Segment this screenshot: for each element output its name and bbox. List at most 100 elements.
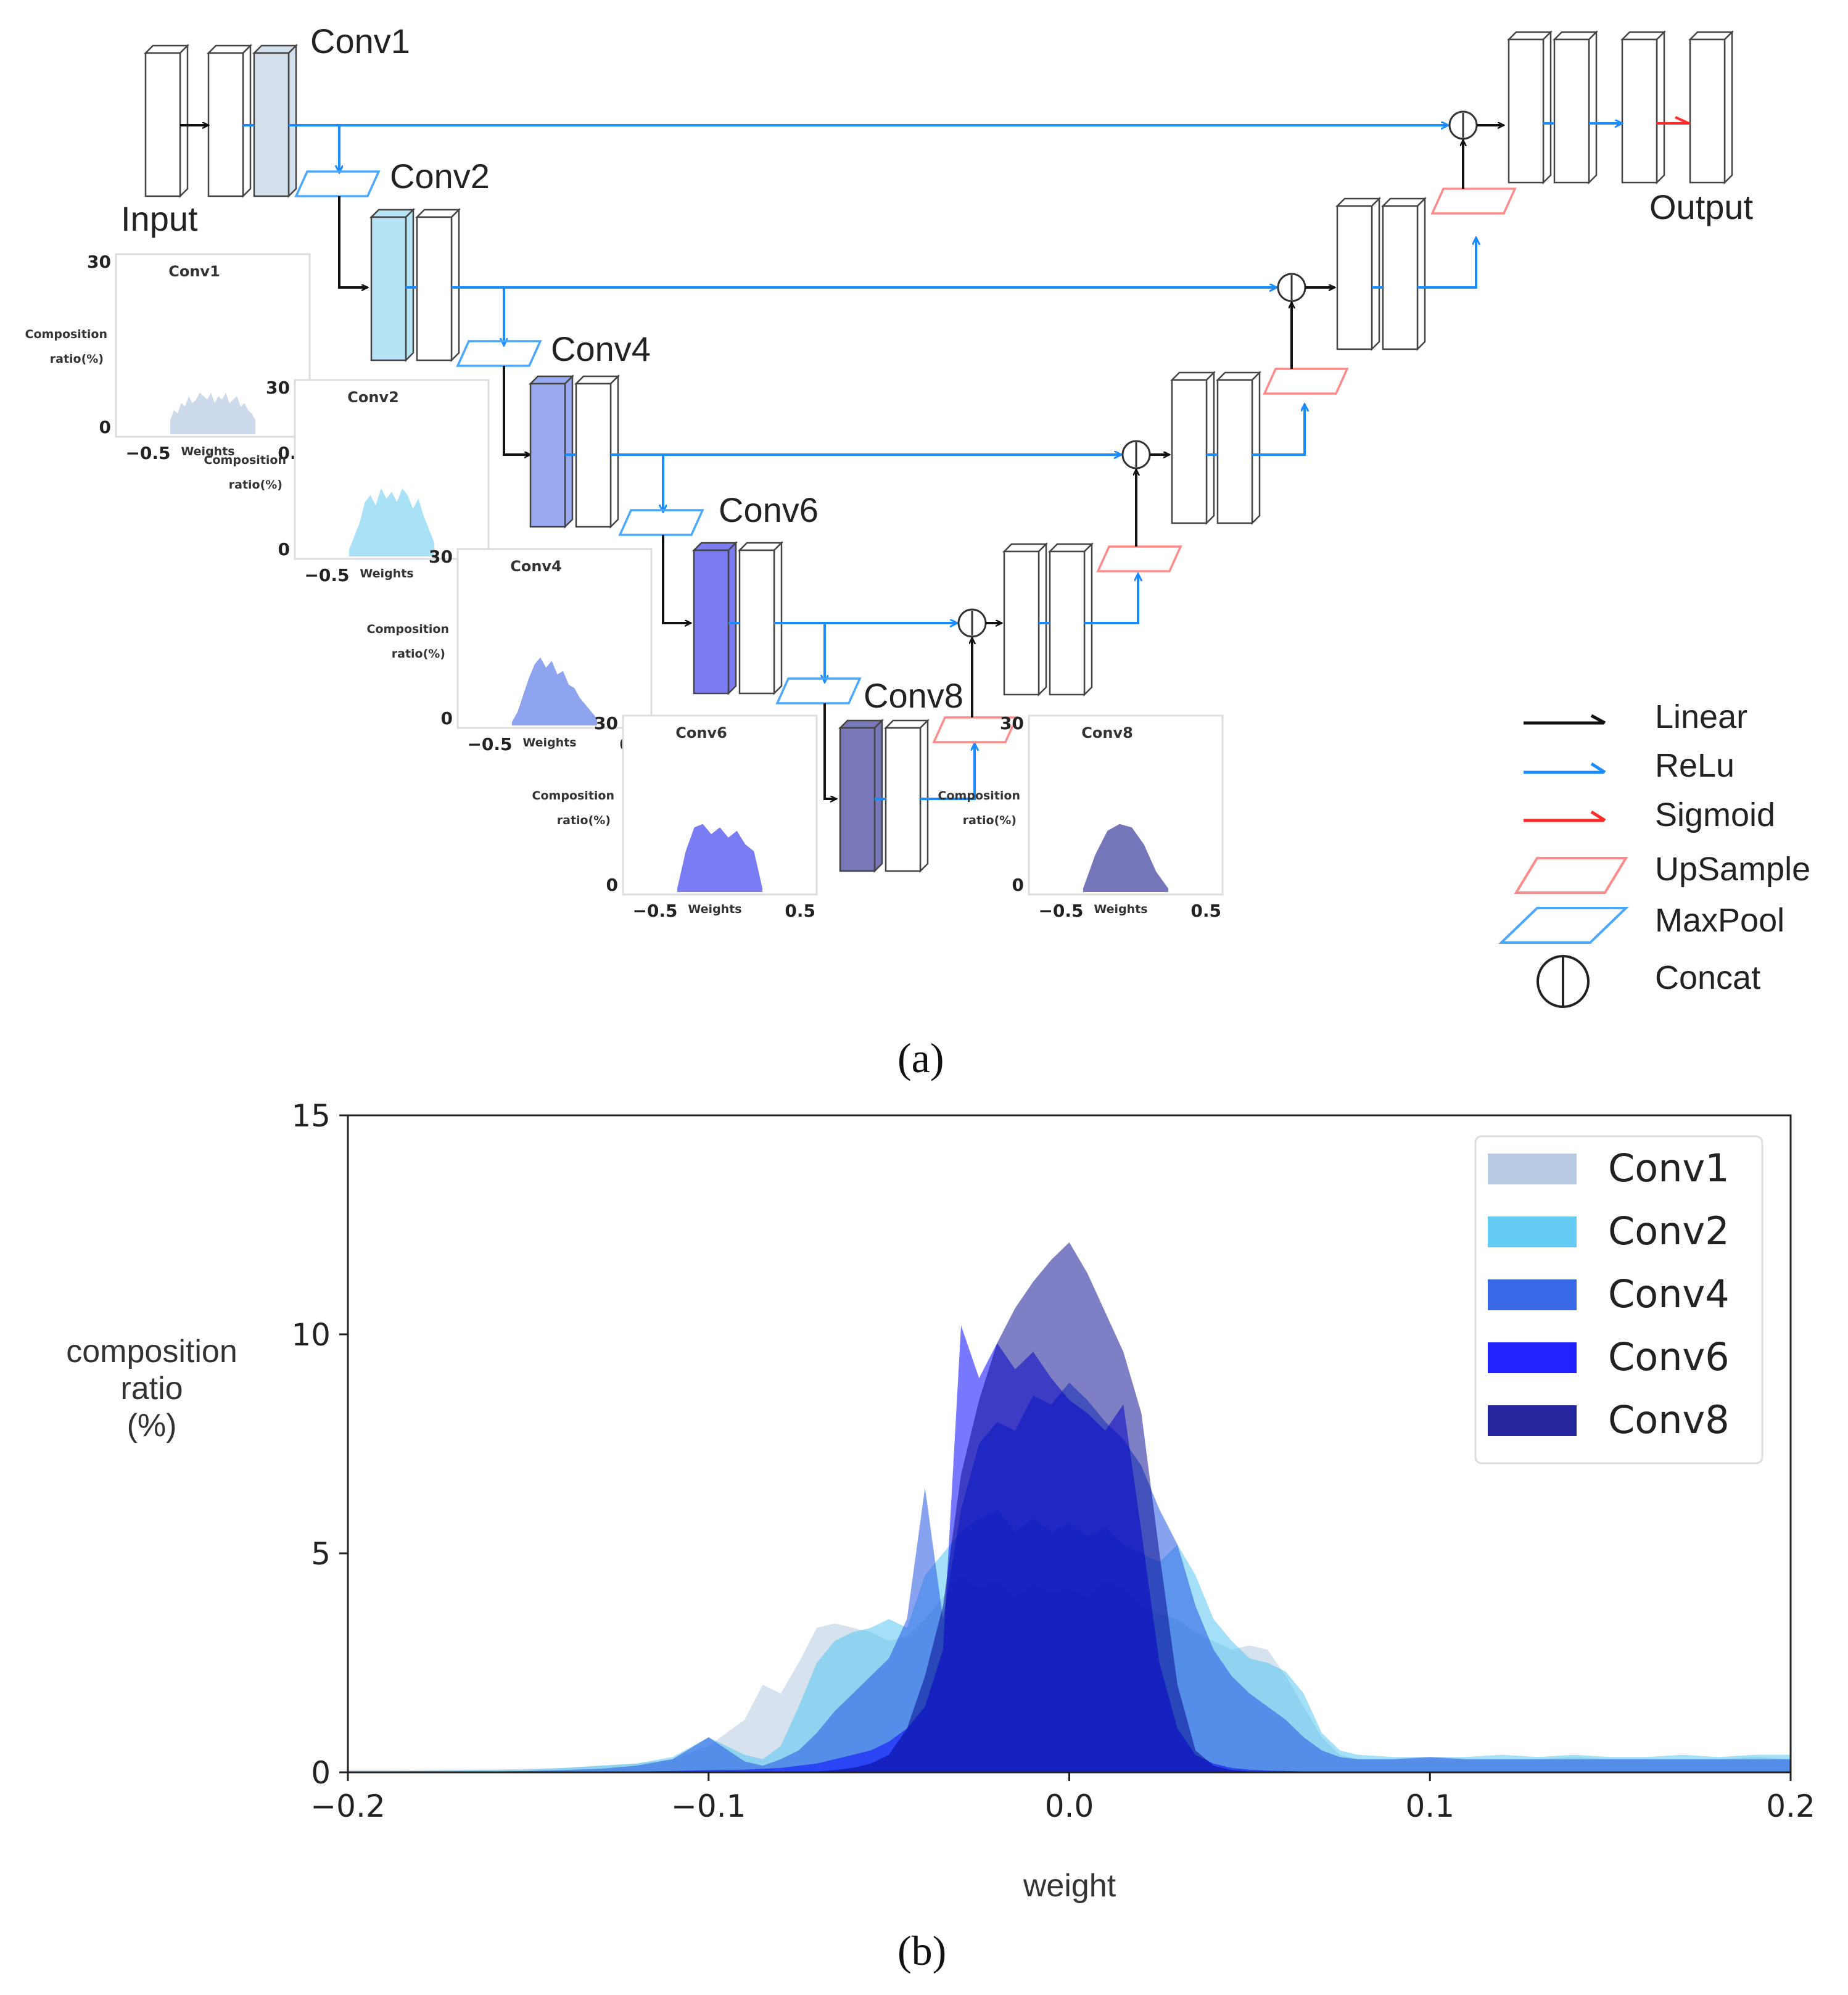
y-tick-label: 15 (291, 1098, 331, 1134)
caption-b: (b) (897, 1927, 946, 1974)
y-tick-label: 0 (311, 1755, 331, 1791)
upsample-1 (932, 716, 1018, 743)
relu-to-upsample-2 (1084, 574, 1138, 624)
sigmoid-arrow-icon (1524, 810, 1606, 822)
upsample-2 (1096, 545, 1182, 572)
linear-arrow-conv8 (823, 703, 836, 799)
inset-ylabel-line1: Composition (938, 789, 1020, 803)
legend-label-conv4: Conv4 (1608, 1271, 1730, 1316)
x-tick-label: −0.2 (310, 1788, 385, 1824)
inset-histogram-conv4 (511, 657, 598, 725)
inset-ylabel-line2: ratio(%) (557, 814, 611, 827)
inset-ylabel-line1: Composition (532, 789, 614, 803)
legend-swatch-conv2 (1488, 1216, 1577, 1247)
diagram-legend: Linear ReLu Sigmoid UpSample MaxPool Con… (1498, 698, 1810, 1008)
conv8-label: Conv8 (864, 676, 963, 715)
output-label: Output (1649, 188, 1754, 226)
concat-level4 (957, 608, 987, 638)
decoder-3-block-2 (1215, 370, 1262, 526)
inset-title: Conv6 (675, 724, 727, 741)
inset-histogram-conv2 (349, 488, 435, 556)
y-axis-label-line2: ratio (120, 1371, 183, 1406)
input-block-2 (206, 43, 253, 199)
inset-ylabel-line2: ratio(%) (392, 647, 445, 661)
inset-ymax: 30 (87, 252, 111, 272)
inset-conv6: Conv6 30 0 Composition ratio(%) −0.5 0.5 Weight… (532, 713, 818, 921)
inset-xlabel: Weights (360, 567, 413, 580)
inset-histogram-conv1 (170, 392, 256, 434)
x-tick-label: −0.1 (671, 1788, 746, 1824)
inset-xmax: 0.5 (1190, 901, 1221, 921)
concat-level1 (1448, 110, 1478, 140)
decoder-1-block-2 (1552, 30, 1599, 185)
composition-ratio-chart: −0.2 −0.1 0.0 0.1 0.2051015Conv1Conv2Conv4Co… (291, 1098, 1815, 1824)
concat-level3 (1121, 440, 1151, 469)
legend-relu-label: ReLu (1655, 747, 1735, 784)
conv6-label: Conv6 (719, 490, 819, 529)
legend-concat-label: Concat (1655, 959, 1760, 996)
conv2-label: Conv2 (390, 157, 490, 196)
linear-arrow-icon (1524, 714, 1606, 725)
inset-histogram-conv6 (677, 824, 763, 892)
inset-xlabel: Weights (1094, 903, 1147, 916)
unet-diagram (143, 30, 1735, 874)
inset-ymin: 0 (606, 875, 618, 895)
linear-arrow-conv6 (662, 535, 691, 623)
linear-arrow-conv4 (503, 366, 530, 455)
relu-to-upsample-1 (920, 743, 975, 800)
input-block-1 (143, 43, 190, 199)
legend-label-conv8: Conv8 (1608, 1397, 1730, 1442)
input-label: Input (121, 199, 198, 238)
conv2-block (369, 207, 416, 363)
inset-xmin: −0.5 (632, 901, 677, 921)
inset-ymax: 30 (1000, 713, 1024, 733)
legend-swatch-conv4 (1488, 1279, 1577, 1310)
inset-title: Conv2 (347, 389, 399, 406)
conv1-block (252, 43, 299, 199)
relu-to-upsample-4 (1417, 238, 1476, 289)
inset-xmin: −0.5 (467, 734, 512, 754)
inset-title: Conv8 (1081, 724, 1133, 741)
inset-conv8: Conv8 30 0 Composition ratio(%) −0.5 0.5 Weight… (938, 713, 1224, 921)
relu-to-upsample-3 (1252, 404, 1305, 456)
legend-label-conv2: Conv2 (1608, 1208, 1730, 1254)
concat-level2 (1277, 273, 1306, 302)
inset-xlabel: Weights (688, 903, 741, 916)
inset-ymax: 30 (266, 378, 290, 398)
inset-xlabel: Weights (522, 736, 576, 750)
conv6-block-2 (737, 540, 784, 696)
upsample-parallelogram-icon (1514, 857, 1628, 894)
inset-ylabel-line2: ratio(%) (963, 814, 1017, 827)
y-axis-label-line1: composition (66, 1334, 237, 1369)
inset-xmin: −0.5 (125, 443, 170, 463)
inset-histogram-conv8 (1083, 824, 1169, 892)
conv6-block (691, 540, 738, 696)
legend-swatch-conv6 (1488, 1342, 1577, 1373)
inset-xmax: 0.5 (785, 901, 815, 921)
inset-title: Conv1 (168, 263, 220, 280)
maxpool-parallelogram-icon (1498, 907, 1629, 944)
maxpool-1 (294, 170, 381, 197)
inset-ylabel-line1: Composition (367, 622, 449, 636)
legend-upsample-label: UpSample (1655, 851, 1810, 888)
decoder-2-block-2 (1380, 196, 1427, 352)
inset-xmin: −0.5 (304, 565, 349, 585)
linear-arrow-conv2 (338, 196, 368, 287)
relu-arrow-icon (1524, 762, 1606, 774)
inset-title: Conv4 (510, 558, 562, 575)
conv4-block (528, 374, 575, 529)
inset-ymin: 0 (99, 417, 111, 437)
conv4-label: Conv4 (551, 329, 651, 368)
legend-sigmoid-label: Sigmoid (1655, 796, 1775, 833)
upsample-3 (1263, 368, 1349, 395)
inset-ymin: 0 (441, 708, 453, 729)
conv8-block (838, 718, 885, 874)
maxpool-3 (618, 509, 704, 536)
conv2-block-2 (415, 207, 461, 363)
inset-conv2: Conv2300Compositionratio(%)−0.50.5Weight… (204, 378, 490, 585)
y-tick-label: 10 (291, 1317, 331, 1353)
y-axis-label-line3: (%) (127, 1408, 177, 1444)
inset-ylabel-line1: Composition (25, 328, 107, 341)
